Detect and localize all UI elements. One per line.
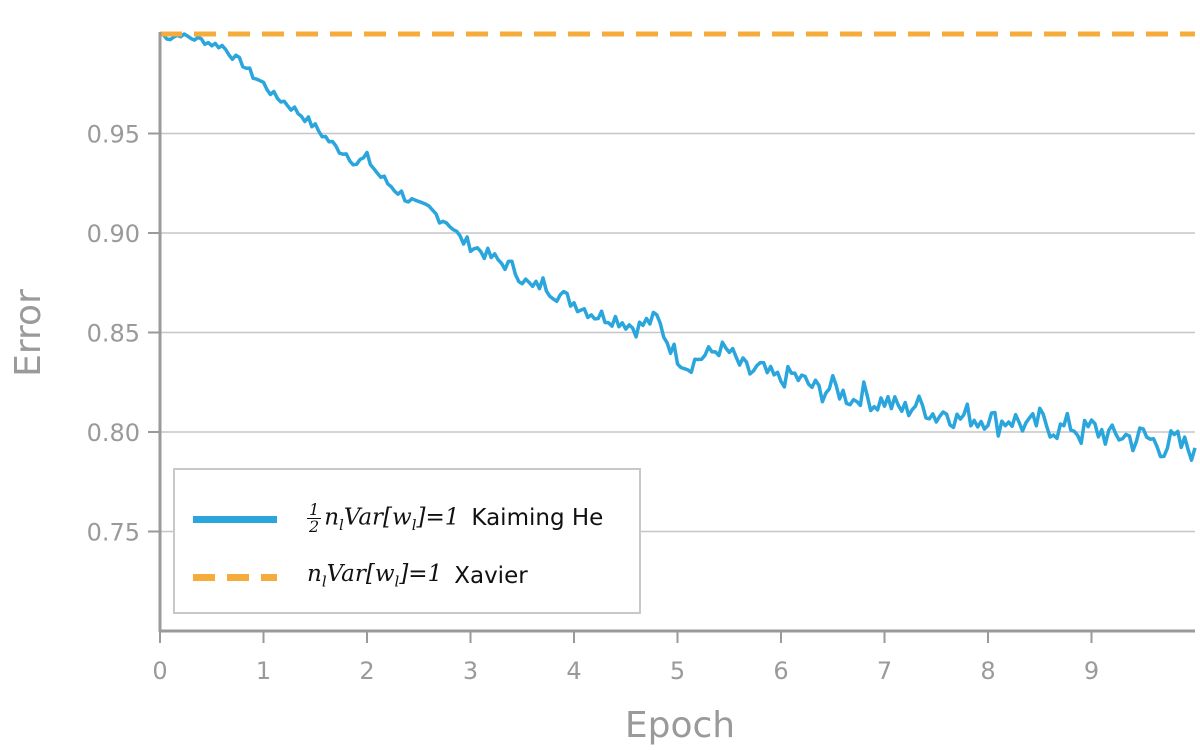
y-tick-label-0.75: 0.75 — [87, 519, 140, 547]
formula-var: Var[w — [343, 504, 412, 530]
x-tick-label-9: 9 — [1084, 657, 1099, 685]
legend-entry-xavier: nlVar[wl]=1 Xavier — [193, 554, 528, 598]
fraction-denominator: 2 — [309, 516, 320, 536]
y-tick-label-0.95: 0.95 — [87, 121, 140, 149]
axes — [148, 32, 1195, 643]
tick-labels: 0.750.800.850.900.950 1 2 3 4 5 6 7 8 9 — [87, 121, 1100, 686]
fraction-one-half: 1 2 — [307, 499, 322, 536]
legend-entry-kaiming: 1 2 nlVar[wl]=1 Kaiming He — [193, 496, 603, 540]
fraction-numerator: 1 — [307, 499, 322, 519]
formula-sub-l: l — [339, 515, 344, 534]
formula-sub-l: l — [321, 572, 327, 591]
x-tick-label-1: 1 — [256, 657, 271, 685]
x-tick-label-3: 3 — [463, 657, 478, 685]
x-tick-label-5: 5 — [670, 657, 685, 685]
x-tick-label-7: 7 — [877, 657, 892, 685]
legend-swatch-xavier — [193, 573, 277, 581]
legend-label-xavier: Xavier — [454, 563, 528, 589]
formula-sub-l2: l — [394, 572, 400, 591]
legend-swatch-kaiming — [193, 515, 277, 523]
x-tick-label-8: 8 — [980, 657, 995, 685]
formula-equals: ]=1 — [399, 561, 443, 588]
formula-equals: ]=1 — [416, 504, 460, 530]
y-axis-label: Error — [8, 289, 49, 377]
x-tick-label-6: 6 — [773, 657, 788, 685]
y-tick-label-0.90: 0.90 — [87, 220, 140, 248]
x-tick-label-2: 2 — [359, 657, 374, 685]
series-layer — [159, 31, 1197, 462]
formula-var: Var[w — [326, 561, 395, 588]
formula-n: n — [307, 561, 322, 588]
series-line-kaiming-he — [159, 32, 1197, 462]
legend-label-kaiming: Kaiming He — [471, 505, 604, 531]
formula-n: n — [324, 504, 340, 530]
x-tick-label-0: 0 — [152, 657, 167, 685]
y-tick-label-0.80: 0.80 — [87, 419, 140, 447]
x-tick-label-4: 4 — [566, 657, 581, 685]
legend: 1 2 nlVar[wl]=1 Kaiming He nlVar[wl]=1 X… — [173, 468, 641, 614]
formula-sub-l2: l — [411, 515, 417, 534]
y-tick-label-0.85: 0.85 — [87, 320, 140, 348]
legend-formula-kaiming: 1 2 nlVar[wl]=1 — [307, 499, 460, 536]
legend-formula-xavier: nlVar[wl]=1 — [307, 561, 442, 591]
x-axis-label: Epoch — [625, 705, 735, 746]
